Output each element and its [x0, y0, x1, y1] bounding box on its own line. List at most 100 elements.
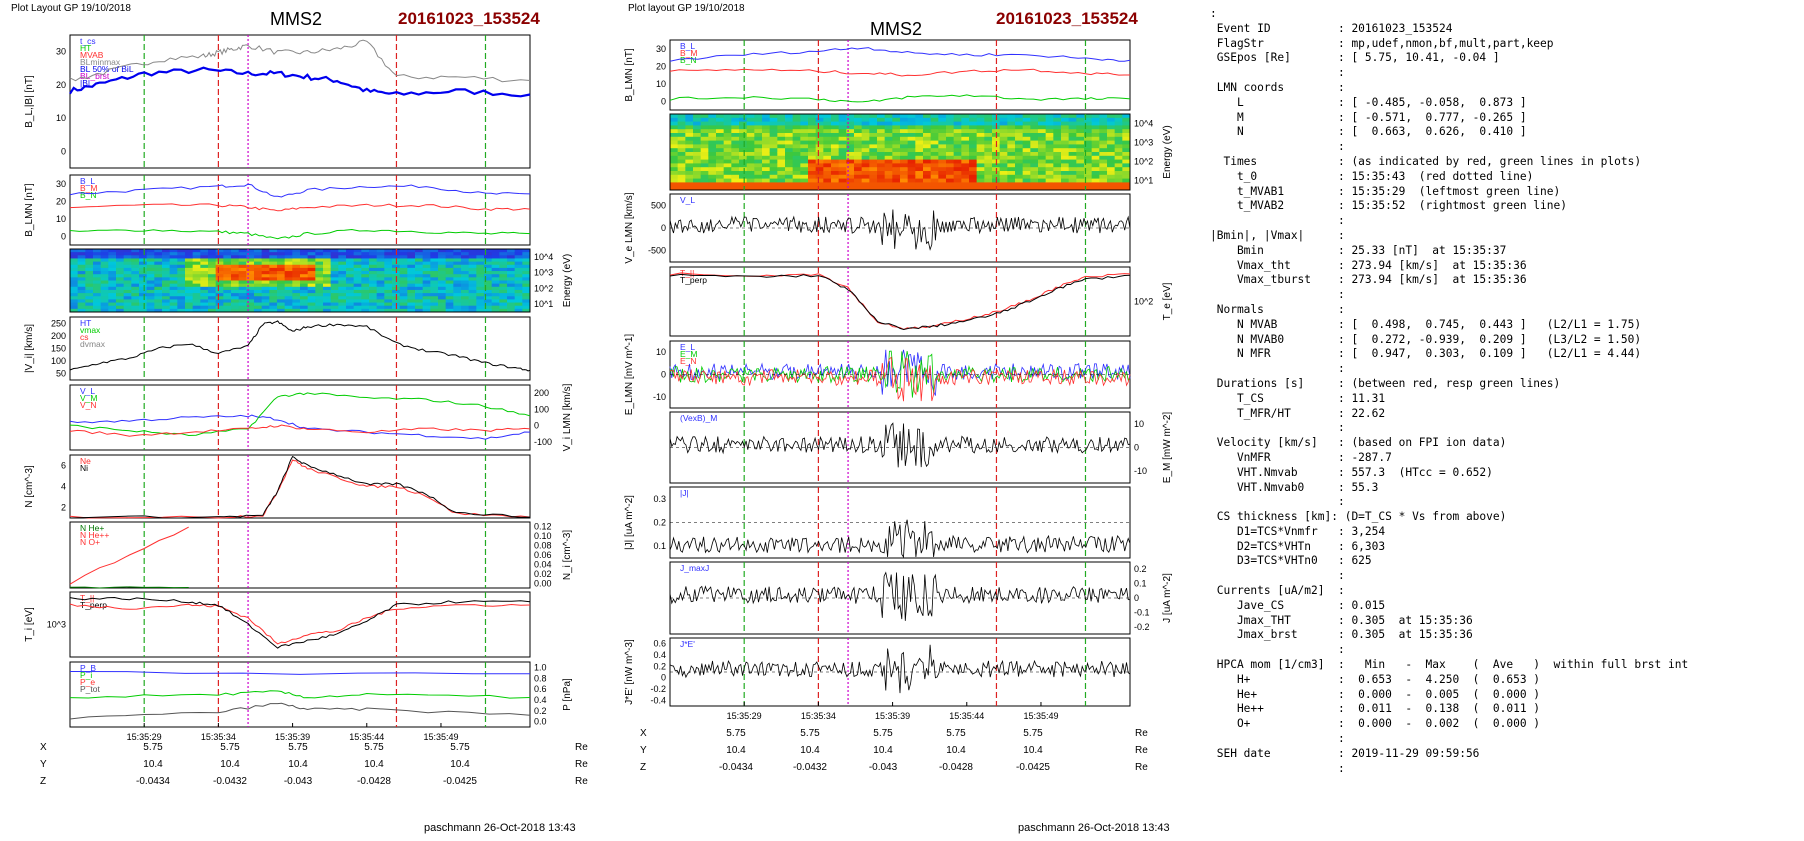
heatmap-cell — [284, 258, 293, 263]
heatmap-cell — [746, 171, 755, 176]
heatmap-cell — [461, 261, 470, 266]
heatmap-cell — [192, 277, 201, 281]
heatmap-cell — [522, 274, 531, 278]
heatmap-cell — [1099, 148, 1108, 153]
heatmap-cell — [785, 133, 794, 138]
heatmap-cell — [777, 186, 786, 191]
heatmap-cell — [70, 274, 79, 278]
heatmap-cell — [854, 152, 863, 157]
heatmap-cell — [984, 133, 993, 138]
heatmap-cell — [739, 152, 748, 157]
heatmap-cell — [1015, 129, 1024, 134]
heatmap-cell — [823, 117, 832, 123]
heatmap-cell — [93, 274, 102, 278]
heatmap-cell — [969, 174, 978, 180]
heatmap-cell — [353, 293, 362, 297]
heatmap-cell — [192, 274, 201, 278]
xtick-label: 15:35:49 — [1023, 711, 1058, 721]
heatmap-cell — [938, 140, 947, 145]
heatmap-cell — [992, 163, 1001, 168]
heatmap-cell — [762, 163, 771, 168]
heatmap-cell — [116, 280, 125, 285]
heatmap-cell — [461, 289, 470, 294]
heatmap-cell — [392, 299, 401, 304]
heatmap-cell — [277, 283, 286, 288]
heatmap-cell — [1114, 174, 1123, 180]
heatmap-cell — [785, 148, 794, 153]
heatmap-cell — [499, 293, 508, 297]
heatmap-cell — [154, 305, 163, 310]
heatmap-cell — [307, 261, 316, 266]
heatmap-cell — [399, 255, 408, 259]
heatmap-cell — [930, 144, 939, 149]
heatmap-cell — [346, 305, 355, 310]
heatmap-cell — [261, 296, 270, 300]
heatmap-cell — [169, 302, 178, 307]
heatmap-cell — [838, 148, 847, 153]
heatmap-cell — [376, 305, 385, 310]
heatmap-cell — [1045, 148, 1054, 153]
heatmap-cell — [100, 267, 109, 272]
heatmap-cell — [1045, 121, 1054, 126]
heatmap-cell — [384, 274, 393, 278]
heatmap-cell — [777, 117, 786, 123]
heatmap-cell — [1084, 148, 1093, 153]
position-value: -0.0428 — [357, 776, 391, 787]
heatmap-cell — [785, 152, 794, 157]
heatmap-cell — [369, 280, 378, 285]
heatmap-cell — [1038, 174, 1047, 180]
heatmap-cell — [146, 283, 155, 288]
heatmap-cell — [1015, 159, 1024, 164]
heatmap-cell — [999, 133, 1008, 138]
heatmap-cell — [670, 159, 679, 164]
heatmap-cell — [900, 140, 909, 145]
heatmap-cell — [292, 286, 301, 291]
heatmap-cell — [815, 186, 824, 191]
subplot-ylabel: |V_i| [km/s] — [24, 324, 35, 373]
heatmap-cell — [415, 252, 424, 256]
heatmap-cell — [146, 267, 155, 272]
heatmap-cell — [330, 255, 339, 259]
heatmap-cell — [1061, 182, 1070, 187]
heatmap-cell — [693, 167, 702, 172]
heatmap-cell — [946, 148, 955, 153]
heatmap-cell — [215, 252, 224, 256]
heatmap-cell — [884, 174, 893, 180]
heatmap-cell — [438, 249, 447, 253]
heatmap-cell — [1061, 136, 1070, 142]
heatmap-cell — [930, 178, 939, 183]
position-value: -0.0428 — [939, 762, 973, 773]
subplot-ylabel: J*E' [nW m^-3] — [624, 639, 635, 705]
heatmap-cell — [739, 155, 748, 161]
heatmap-cell — [1122, 152, 1131, 157]
heatmap-cell — [785, 129, 794, 134]
subplot-frame — [69, 316, 531, 381]
position-value: 10.4 — [220, 759, 240, 770]
heatmap-cell — [85, 277, 94, 281]
heatmap-cell — [1022, 136, 1031, 142]
heatmap-cell — [976, 163, 985, 168]
heatmap-cell — [476, 249, 485, 253]
heatmap-cell — [693, 186, 702, 191]
heatmap-cell — [85, 280, 94, 285]
heatmap-cell — [777, 159, 786, 164]
heatmap-cell — [1053, 129, 1062, 134]
position-row-label: Z — [40, 776, 47, 787]
heatmap-cell — [461, 249, 470, 253]
position-unit: Re — [1135, 762, 1148, 773]
heatmap-cell — [992, 155, 1001, 161]
heatmap-cell — [70, 264, 79, 269]
heatmap-cell — [677, 174, 686, 180]
heatmap-cell — [284, 280, 293, 285]
heatmap-cell — [438, 274, 447, 278]
heatmap-cell — [438, 277, 447, 281]
heatmap-cell — [154, 255, 163, 259]
heatmap-cell — [77, 267, 86, 272]
heatmap-cell — [269, 264, 278, 269]
heatmap-cell — [315, 271, 324, 275]
heatmap-cell — [514, 289, 523, 294]
heatmap-cell — [231, 261, 240, 266]
heatmap-cell — [831, 155, 840, 161]
heatmap-cell — [361, 283, 370, 288]
heatmap-cell — [1038, 136, 1047, 142]
